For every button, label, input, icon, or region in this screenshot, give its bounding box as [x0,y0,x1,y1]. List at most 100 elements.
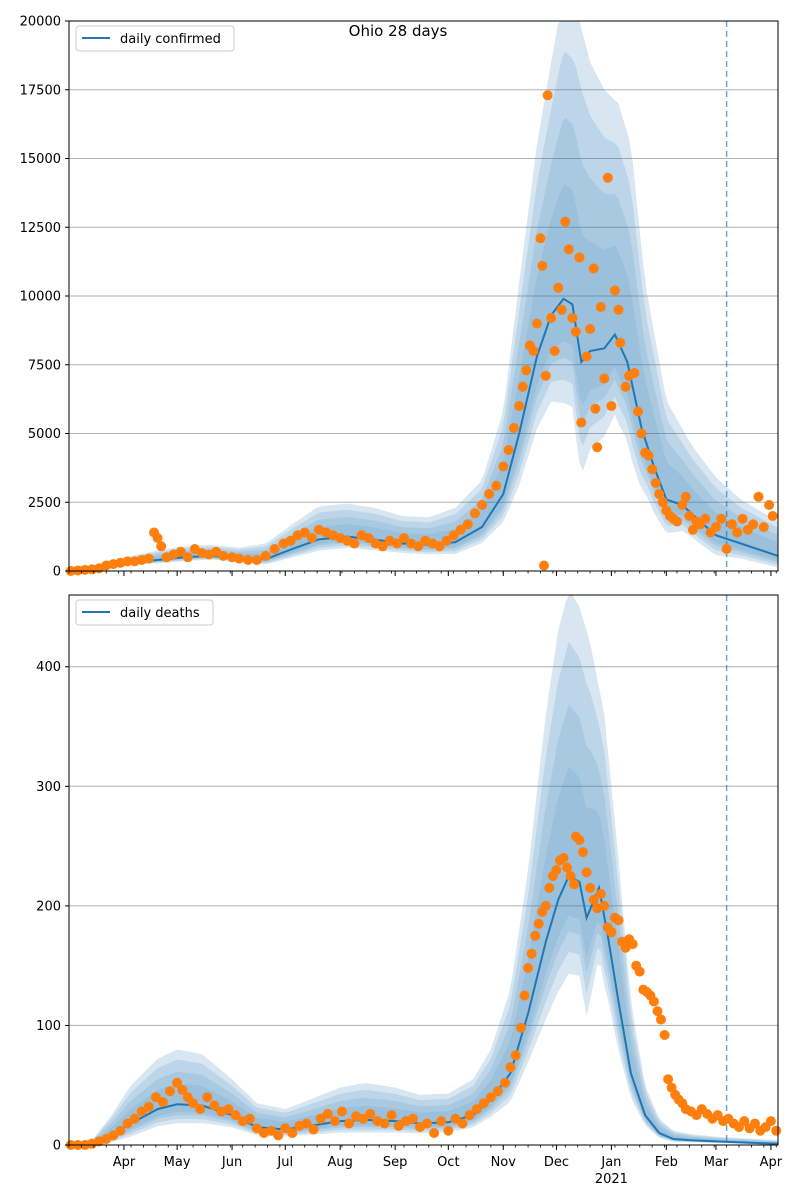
data-point [748,519,759,530]
data-point [659,1030,670,1040]
data-point [737,513,748,524]
data-point [251,555,262,565]
data-point [599,900,610,911]
data-point [136,1106,147,1117]
x-tick-label: Jan [600,1155,621,1170]
data-point [516,1022,526,1033]
y-tick-label: 0 [53,1139,61,1154]
data-point [535,233,546,244]
data-point [592,442,603,453]
data-point [441,535,452,546]
data-point [448,530,459,541]
data-point [765,1116,776,1127]
data-point [306,533,317,543]
data-point [553,282,564,293]
data-point [652,1006,663,1017]
data-point [629,368,640,378]
data-point [588,263,599,274]
data-point [244,1113,255,1124]
data-point [471,1104,482,1115]
data-point [337,1106,347,1117]
data-point [308,1124,319,1135]
data-point [165,1086,175,1097]
data-point [684,511,695,521]
confirmed-legend: daily confirmed [75,25,235,52]
data-point [157,1097,168,1107]
data-point [569,879,580,890]
legend-box [75,599,214,626]
y-tick-label: 2500 [28,496,61,511]
data-point [450,1113,461,1124]
data-point [299,527,310,538]
data-point [531,318,542,329]
data-point [711,522,721,532]
confirmed-uncertainty-bands [69,21,778,572]
data-point [599,373,610,384]
data-point [129,1113,140,1124]
y-tick-label: 20000 [20,15,61,30]
data-point [477,500,487,510]
data-point [175,546,186,557]
x-tick-label: Jul [276,1155,293,1170]
data-point [716,513,727,524]
data-point [285,535,296,546]
data-point [269,544,280,554]
data-point [177,1085,188,1095]
data-point [315,1113,326,1124]
uncertainty-band [69,766,778,1145]
data-point [560,216,571,227]
x-tick-label: May [164,1155,191,1170]
data-point [172,1077,183,1088]
data-point [122,556,133,567]
data-point [585,324,596,334]
data-point [484,489,495,499]
data-point [503,445,514,455]
data-point [643,450,654,461]
data-point [462,519,473,530]
data-point [122,1118,133,1129]
x-tick-label: Jun [221,1155,242,1170]
data-point [732,527,743,538]
data-point [287,1128,298,1138]
data-point [358,1113,369,1124]
x-tick-label: Oct [437,1155,459,1170]
data-point [301,1118,312,1129]
data-point [581,867,592,878]
data-point [363,533,374,543]
data-point [422,1118,432,1129]
data-point [687,524,698,535]
data-point [329,1116,340,1127]
data-point [505,1062,516,1073]
data-point [399,533,409,543]
data-point [209,1100,220,1111]
data-point [150,1092,161,1103]
data-point [563,244,574,255]
legend-label: daily confirmed [120,32,221,47]
data-point [377,541,388,552]
data-point [195,1104,206,1115]
data-point [613,915,624,926]
data-point [188,1098,199,1109]
data-point [365,1108,376,1119]
data-point [615,337,626,348]
confirmed-y-axis: 0 2500 5000 7500 10000 12500 15000 17500 20000 [20,15,69,580]
y-tick-label: 7500 [28,358,61,373]
data-point [526,948,537,959]
data-point [549,346,560,356]
data-point [656,1014,666,1025]
x-tick-label: Feb [655,1155,678,1170]
data-point [539,560,549,571]
data-point [393,1120,404,1131]
data-point [510,1050,521,1061]
uncertainty-band [69,704,778,1145]
data-point [588,894,599,905]
y-tick-label: 5000 [28,427,61,442]
data-point [115,1125,126,1136]
data-point [633,406,643,417]
data-point [260,550,271,561]
data-point [429,1128,440,1138]
data-point [578,847,588,858]
x-tick-label: Nov [491,1155,517,1170]
data-point [542,90,553,101]
data-point [540,370,551,381]
